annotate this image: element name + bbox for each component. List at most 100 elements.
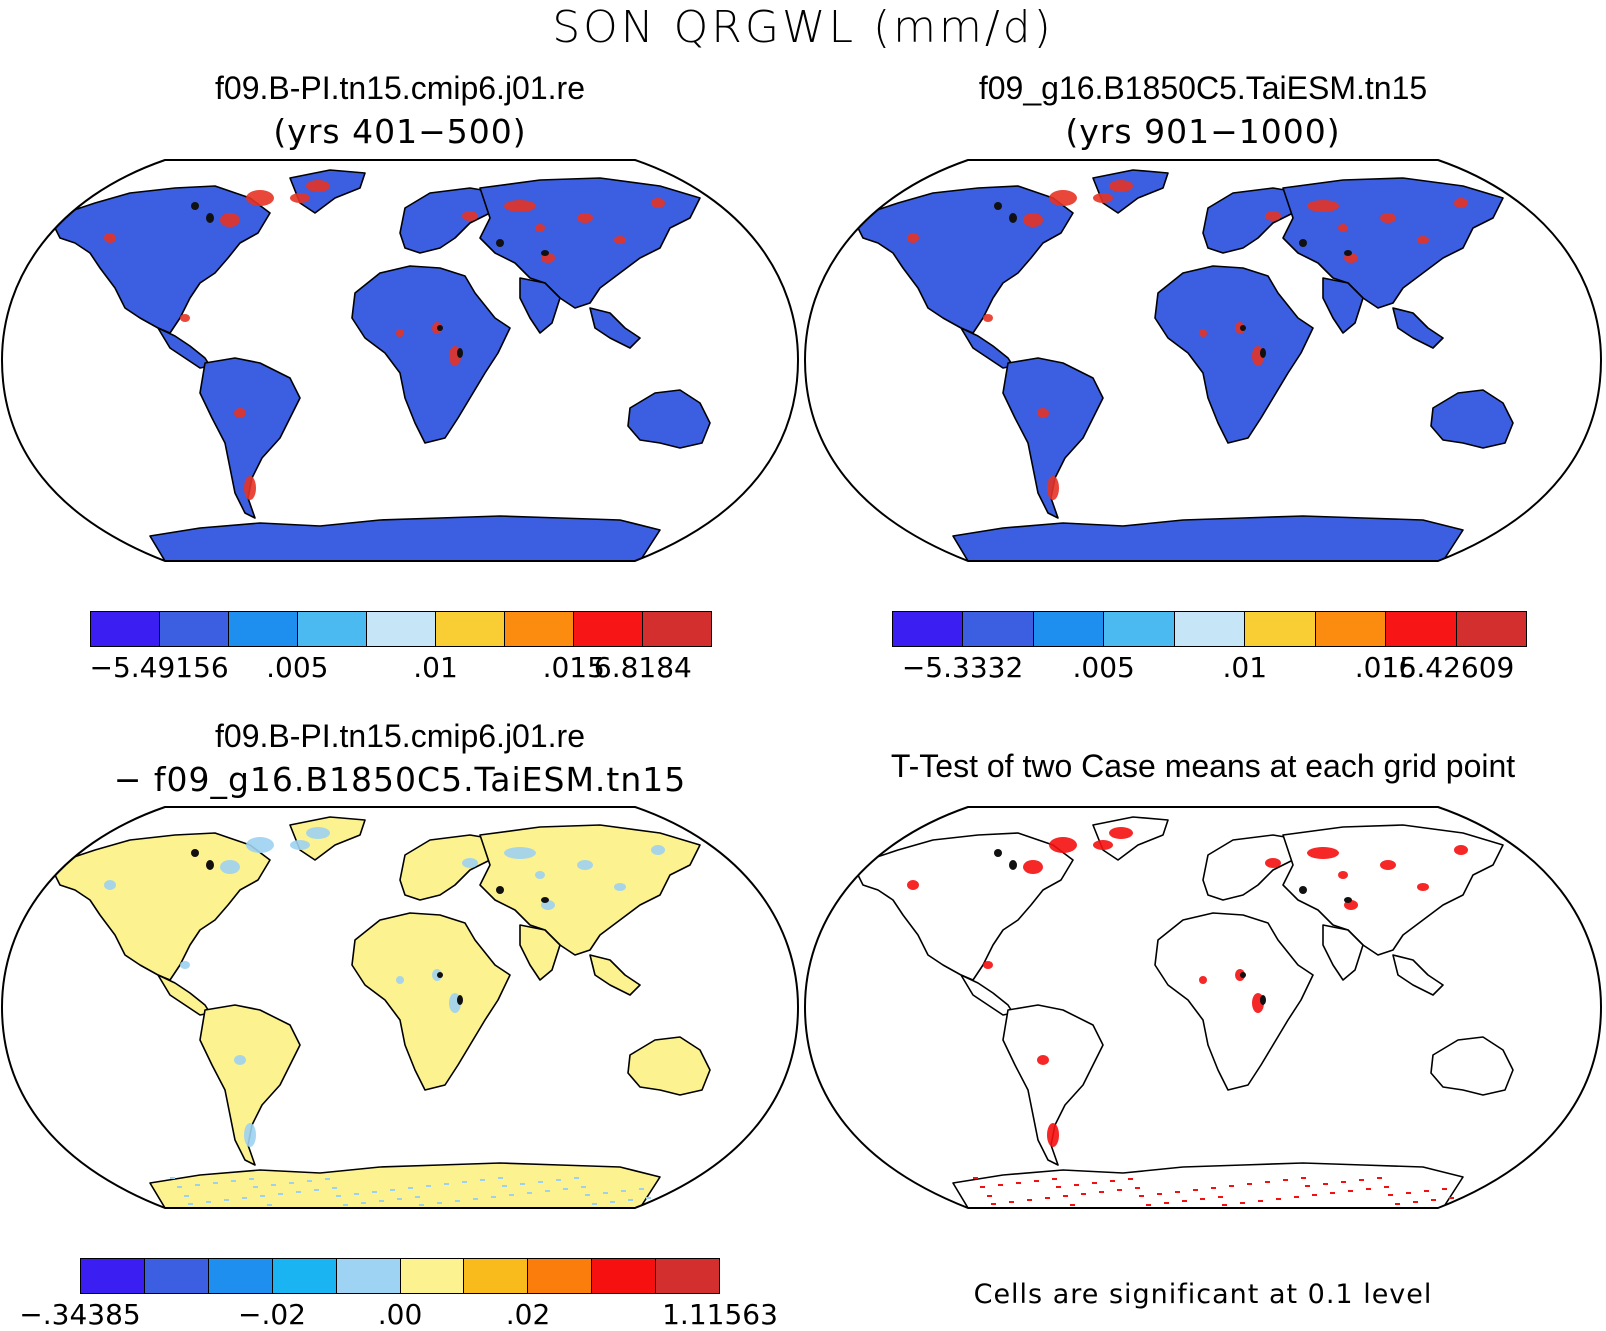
antarctic-speckle — [336, 1195, 341, 1197]
antarctic-speckle — [991, 1203, 996, 1205]
lake-mark — [1240, 972, 1246, 978]
anomaly-patch — [1265, 858, 1281, 868]
antarctic-speckle — [267, 1204, 272, 1206]
antarctic-speckle — [1016, 1182, 1021, 1184]
antarctic-speckle — [585, 1194, 590, 1196]
antarctic-speckle — [1074, 1184, 1079, 1186]
globe-outline — [803, 806, 1603, 1209]
antarctic-speckle — [998, 1184, 1003, 1186]
antarctic-speckle — [1377, 1177, 1382, 1179]
antarctic-speckle — [1034, 1180, 1039, 1182]
antarctic-speckle — [1431, 1199, 1436, 1201]
antarctic-speckle — [1301, 1177, 1306, 1179]
colorbar-tick-label: .005 — [266, 651, 329, 684]
colorbar-swatch — [91, 612, 160, 646]
antarctic-speckle — [1348, 1190, 1353, 1192]
antarctic-speckle — [556, 1179, 561, 1181]
anomaly-patch — [234, 1055, 246, 1065]
antarctic-speckle — [1146, 1204, 1151, 1206]
landmass-africa — [351, 265, 511, 444]
colorbar-swatch — [400, 1259, 465, 1293]
lake-mark — [206, 860, 214, 870]
antarctic-speckle — [1442, 1188, 1447, 1190]
antarctic-speckle — [1359, 1179, 1364, 1181]
colorbar-tick-label: .02 — [505, 1298, 551, 1331]
colorbar-swatch — [963, 612, 1034, 646]
anomaly-patch — [220, 213, 240, 227]
antarctic-speckle — [1056, 1186, 1061, 1188]
antarctic-speckle — [170, 1177, 175, 1179]
antarctic-speckle — [1406, 1192, 1411, 1194]
anomaly-patch — [462, 858, 478, 868]
landmass-antarctica — [149, 515, 661, 561]
anomaly-patch — [504, 847, 536, 859]
antarctic-speckle — [1388, 1194, 1393, 1196]
colorbar-tick-label: .015 — [1354, 651, 1418, 684]
antarctic-speckle — [325, 1178, 330, 1180]
anomaly-patch — [180, 314, 190, 322]
landmass-greenland — [289, 169, 366, 214]
antarctic-speckle — [253, 1186, 258, 1188]
anomaly-patch — [535, 224, 545, 232]
anomaly-patch — [1454, 198, 1468, 208]
landmass-india — [519, 277, 561, 334]
antarctic-speckle — [332, 1187, 337, 1189]
lake-mark — [1344, 250, 1352, 256]
anomaly-patch — [1307, 847, 1339, 859]
landmass-europe — [1202, 187, 1304, 254]
lake-mark — [437, 972, 443, 978]
antarctic-speckle — [491, 1196, 496, 1198]
lake-mark — [457, 995, 463, 1005]
anomaly-patch — [504, 200, 536, 212]
antarctic-speckle — [1175, 1191, 1180, 1193]
anomaly-patch — [1380, 860, 1396, 870]
figure-title: SON QRGWL (mm/d) — [552, 2, 1054, 53]
antarctic-speckle — [195, 1184, 200, 1186]
colorbar-swatch — [505, 612, 574, 646]
colorbar-tick-label: .00 — [377, 1298, 423, 1331]
antarctic-speckle — [260, 1195, 265, 1197]
antarctic-speckle — [296, 1191, 301, 1193]
anomaly-patch — [651, 198, 665, 208]
colorbar-swatch — [144, 1259, 209, 1293]
landmass-namerica — [852, 185, 1074, 334]
anomaly-patch — [651, 845, 665, 855]
colorbar-swatch — [160, 612, 229, 646]
landmass-antarctica — [952, 515, 1464, 561]
antarctic-speckle — [1081, 1193, 1086, 1195]
landmass-antarctica — [952, 1162, 1464, 1208]
lake-mark — [457, 348, 463, 358]
lake-mark — [541, 897, 549, 903]
lake-mark — [496, 239, 504, 247]
colorbar-swatch — [367, 612, 436, 646]
antarctic-speckle — [592, 1203, 597, 1205]
antarctic-speckle — [361, 1202, 366, 1204]
anomaly-patch — [983, 961, 993, 969]
lake-mark — [1299, 239, 1307, 247]
anomaly-patch — [306, 827, 330, 839]
landmass-greenland — [1092, 169, 1169, 214]
antarctic-speckle — [289, 1182, 294, 1184]
antarctic-speckle — [621, 1190, 626, 1192]
colorbar-swatch — [298, 612, 367, 646]
landmass-australia — [1430, 389, 1514, 449]
antarctic-speckle — [1276, 1198, 1281, 1200]
lake-mark — [1299, 886, 1307, 894]
panel1-subtitle: (yrs 401−500) — [273, 112, 527, 151]
globe-outline — [0, 806, 800, 1209]
anomaly-patch — [907, 880, 919, 890]
antarctic-speckle — [1312, 1194, 1317, 1196]
anomaly-patch — [1380, 213, 1396, 223]
antarctic-speckle — [1117, 1189, 1122, 1191]
anomaly-patch — [306, 180, 330, 192]
antarctic-speckle — [1395, 1203, 1400, 1205]
antarctic-speckle — [1052, 1178, 1057, 1180]
landmass-africa — [1154, 912, 1314, 1091]
landmass-seasia — [1392, 307, 1444, 349]
anomaly-patch — [1049, 837, 1077, 853]
anomaly-patch — [1417, 236, 1429, 244]
antarctic-speckle — [455, 1200, 460, 1202]
colorbar-tick-label: .01 — [413, 651, 458, 684]
landmass-asia — [479, 177, 701, 309]
antarctic-speckle — [509, 1194, 514, 1196]
